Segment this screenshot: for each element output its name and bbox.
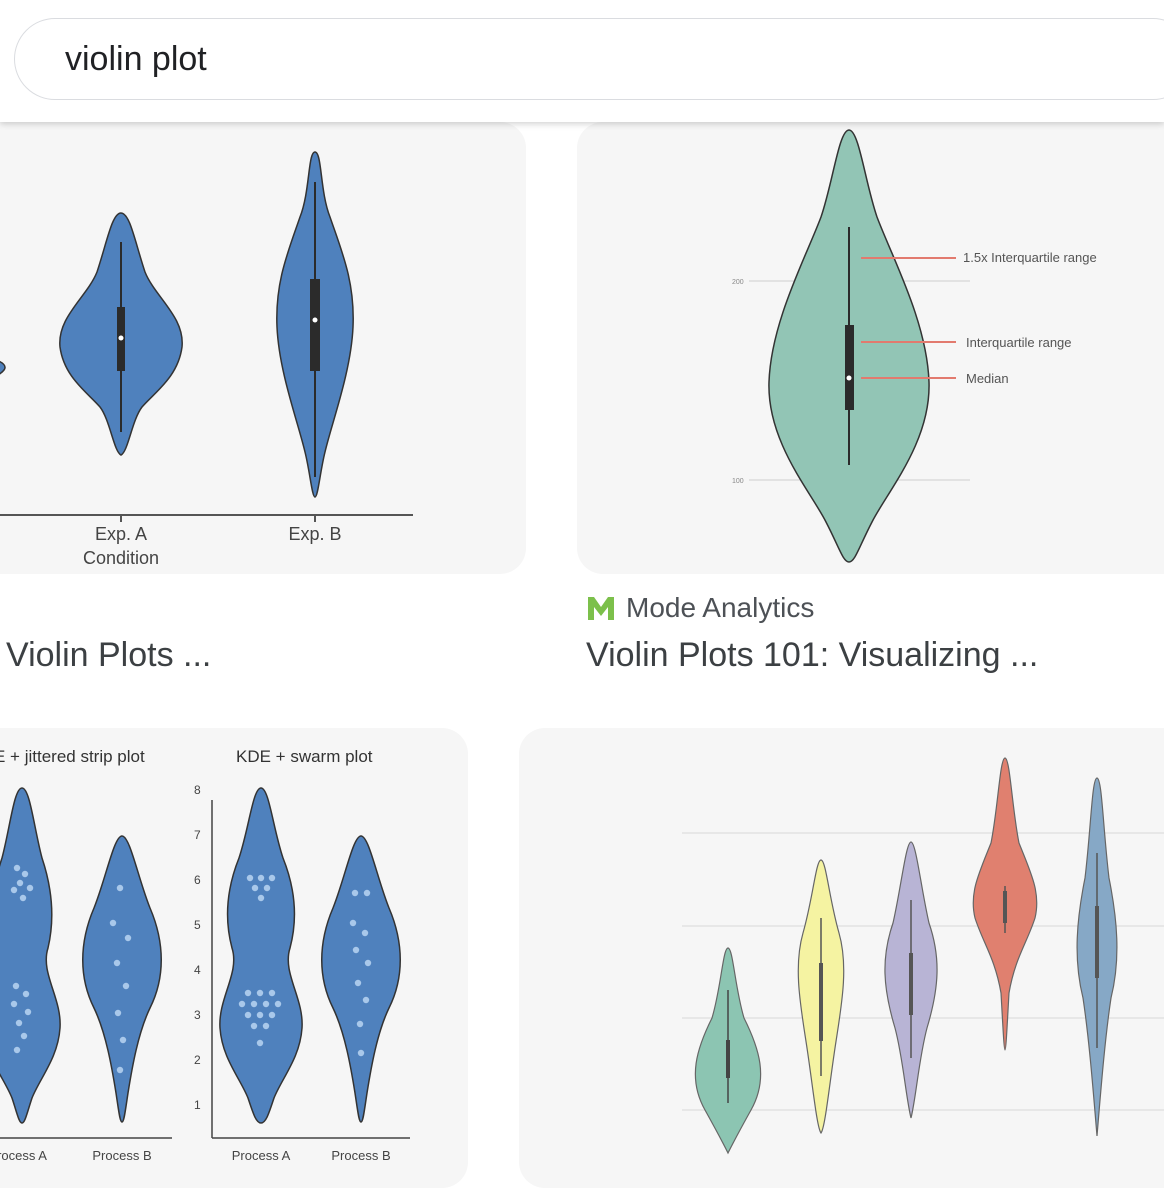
image-result-4[interactable] xyxy=(519,728,1164,1188)
violin-left-b xyxy=(82,835,162,1123)
x-tick-label: Process A xyxy=(232,1148,291,1163)
image-result-2[interactable]: 200 100 1.5x Interquartile range Interqu… xyxy=(577,122,1164,574)
x-tick-label: Process B xyxy=(92,1148,151,1163)
annotation-label: Interquartile range xyxy=(966,335,1072,350)
search-input[interactable] xyxy=(65,35,1065,83)
y-tick-label: 200 xyxy=(732,279,744,286)
y-tick-label: 8 xyxy=(194,783,201,797)
image-result-3[interactable]: E + jittered strip plot KDE + swarm plot… xyxy=(0,728,468,1188)
x-axis-label: Condition xyxy=(83,548,159,568)
x-tick-label: rocess A xyxy=(0,1148,47,1163)
violin-chart-2: 200 100 1.5x Interquartile range Interqu… xyxy=(732,129,1097,563)
y-tick-label: 5 xyxy=(194,918,201,932)
search-header xyxy=(0,0,1164,122)
violin-iqr-box xyxy=(310,279,320,371)
result-source-name: Mode Analytics xyxy=(626,592,815,623)
violin-median xyxy=(846,375,852,381)
y-tick-label: 4 xyxy=(194,963,201,977)
violin-partial xyxy=(0,360,6,375)
y-tick-label: 6 xyxy=(194,873,201,887)
violin-right-b xyxy=(321,835,401,1123)
search-box[interactable] xyxy=(14,18,1164,100)
y-tick-label: 3 xyxy=(194,1008,201,1022)
result-source[interactable]: Mode Analytics xyxy=(586,590,814,626)
mode-analytics-logo-icon xyxy=(586,594,616,622)
violin-chart-4 xyxy=(682,757,1164,1155)
x-tick-label: Process B xyxy=(331,1148,390,1163)
x-tick-label: Exp. B xyxy=(288,524,341,544)
swarm-points xyxy=(10,864,372,1074)
x-tick-label: Exp. A xyxy=(95,524,147,544)
y-tick-label: 1 xyxy=(194,1098,201,1112)
annotation-label: Median xyxy=(966,371,1009,386)
y-tick-label: 2 xyxy=(194,1053,201,1067)
panel-title: KDE + swarm plot xyxy=(236,747,373,766)
annotation-label: 1.5x Interquartile range xyxy=(963,250,1097,265)
image-result-1[interactable]: Exp. A Exp. B Condition xyxy=(0,122,526,574)
panel-title: E + jittered strip plot xyxy=(0,747,145,766)
y-ticks: 8 7 6 5 4 3 2 1 xyxy=(194,783,201,1112)
violin-iqr-box xyxy=(845,325,854,410)
violin-chart-1: Exp. A Exp. B Condition xyxy=(0,151,413,568)
result-title[interactable]: Violin Plots ... xyxy=(6,636,212,674)
y-tick-label: 7 xyxy=(194,828,201,842)
violin-left-a xyxy=(0,787,61,1124)
violin-median xyxy=(118,335,124,341)
violin-median xyxy=(312,317,318,323)
violin-chart-3: E + jittered strip plot KDE + swarm plot… xyxy=(0,747,410,1163)
y-tick-label: 100 xyxy=(732,478,744,485)
result-title[interactable]: Violin Plots 101: Visualizing ... xyxy=(586,636,1039,674)
violin-right-a xyxy=(219,787,303,1124)
